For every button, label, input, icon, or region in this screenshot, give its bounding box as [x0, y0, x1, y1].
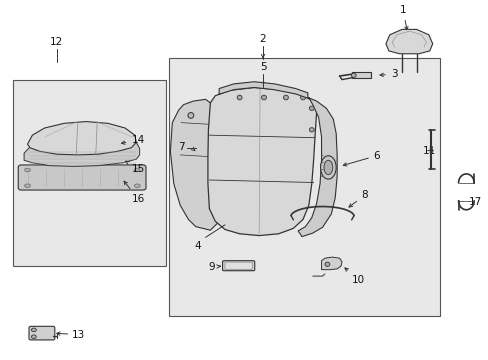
Text: 1: 1	[399, 5, 407, 30]
Text: 12: 12	[50, 37, 63, 47]
Text: 4: 4	[194, 241, 201, 251]
Ellipse shape	[31, 328, 36, 332]
Text: 3: 3	[379, 69, 397, 79]
Ellipse shape	[261, 95, 266, 100]
Text: 8: 8	[348, 190, 367, 207]
Text: 15: 15	[125, 161, 144, 174]
Polygon shape	[27, 122, 136, 155]
Ellipse shape	[325, 262, 329, 266]
Ellipse shape	[24, 184, 30, 188]
Bar	[13, 80, 166, 266]
FancyBboxPatch shape	[29, 326, 55, 340]
Polygon shape	[170, 99, 217, 230]
Bar	[168, 58, 439, 316]
Ellipse shape	[237, 95, 242, 100]
Bar	[351, 72, 370, 78]
FancyBboxPatch shape	[18, 165, 146, 190]
Polygon shape	[298, 98, 336, 237]
Ellipse shape	[324, 160, 332, 175]
Ellipse shape	[31, 335, 36, 338]
Text: 2: 2	[259, 35, 266, 44]
Text: 6: 6	[343, 150, 380, 166]
Ellipse shape	[350, 73, 355, 77]
Text: 11: 11	[422, 145, 435, 156]
Text: 13: 13	[71, 330, 84, 340]
Text: 5: 5	[259, 62, 266, 72]
Ellipse shape	[283, 95, 288, 100]
Ellipse shape	[187, 113, 193, 118]
Text: 10: 10	[344, 268, 364, 285]
Ellipse shape	[134, 184, 140, 188]
Ellipse shape	[300, 95, 305, 100]
Ellipse shape	[24, 168, 30, 172]
Ellipse shape	[309, 128, 314, 132]
Polygon shape	[207, 87, 316, 235]
Polygon shape	[321, 257, 341, 270]
Ellipse shape	[309, 106, 314, 111]
Polygon shape	[385, 30, 432, 54]
Ellipse shape	[134, 168, 140, 172]
Ellipse shape	[320, 156, 335, 179]
Text: 17: 17	[468, 197, 481, 207]
Text: 16: 16	[124, 181, 144, 204]
Text: 14: 14	[121, 135, 144, 145]
FancyBboxPatch shape	[222, 261, 254, 271]
Text: 9: 9	[208, 262, 215, 272]
Polygon shape	[219, 82, 307, 98]
FancyBboxPatch shape	[224, 262, 252, 269]
Polygon shape	[24, 142, 140, 166]
Text: 7: 7	[178, 142, 184, 152]
